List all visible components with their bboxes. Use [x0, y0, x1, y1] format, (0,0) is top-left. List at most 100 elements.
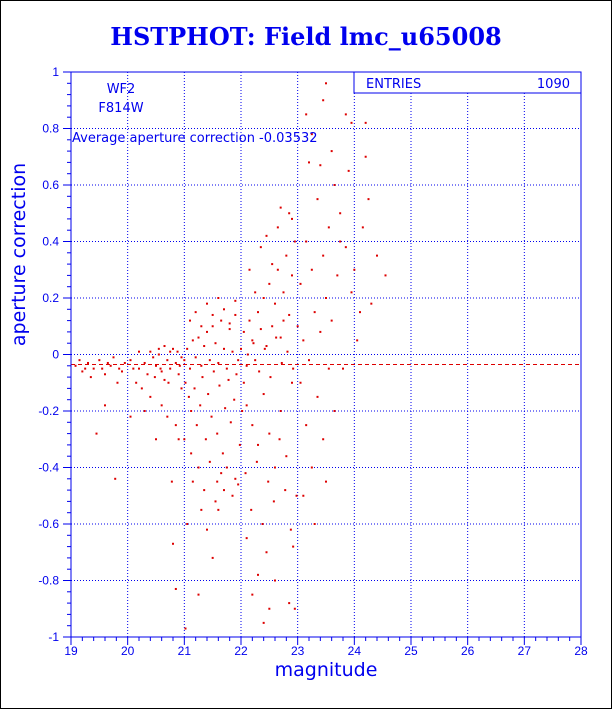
data-point — [116, 381, 119, 384]
data-point — [224, 407, 227, 410]
data-point — [258, 370, 261, 373]
data-point — [163, 378, 166, 381]
data-point — [211, 556, 214, 559]
data-point — [384, 274, 387, 277]
x-tick-label: 24 — [348, 644, 362, 658]
data-point — [271, 325, 274, 328]
data-point — [217, 361, 220, 364]
data-point — [292, 367, 295, 370]
data-point — [327, 226, 330, 229]
data-point — [233, 398, 236, 401]
data-point — [274, 302, 276, 305]
data-point — [189, 367, 191, 370]
data-point — [211, 325, 214, 328]
data-point — [228, 322, 231, 325]
data-point — [268, 607, 271, 610]
data-point — [257, 443, 259, 446]
data-point — [206, 302, 208, 305]
data-point — [217, 508, 220, 511]
data-point — [227, 378, 230, 381]
data-point — [262, 621, 265, 624]
data-point — [138, 367, 140, 370]
data-point — [229, 421, 232, 424]
data-point — [305, 240, 308, 243]
x-tick-label: 23 — [291, 644, 305, 658]
data-point — [310, 466, 313, 469]
data-point — [313, 523, 316, 525]
data-point — [197, 593, 200, 596]
x-tick-label: 21 — [178, 644, 192, 658]
data-point — [172, 542, 174, 545]
data-point — [172, 347, 174, 350]
data-point — [221, 452, 224, 455]
data-point — [118, 367, 121, 370]
data-point — [316, 198, 319, 201]
x-tick-label: 26 — [461, 644, 475, 658]
data-point — [251, 339, 254, 342]
data-point — [325, 480, 327, 483]
data-point — [207, 393, 210, 396]
y-tick-label: 0 — [52, 348, 59, 362]
data-point — [101, 367, 104, 370]
y-tick-label: 0.2 — [42, 291, 59, 305]
data-point — [322, 254, 325, 257]
data-point — [245, 404, 248, 407]
data-point — [186, 523, 189, 525]
x-tick-label: 28 — [574, 644, 588, 658]
data-point — [245, 537, 248, 540]
data-point — [241, 410, 244, 412]
data-point — [201, 376, 204, 379]
data-point — [169, 367, 172, 370]
data-point — [231, 350, 234, 353]
y-tick-label: -1 — [48, 630, 59, 644]
data-point — [279, 206, 282, 209]
data-point — [286, 350, 289, 353]
data-point — [228, 328, 231, 331]
data-point — [339, 240, 342, 243]
data-point — [84, 367, 87, 370]
data-point — [225, 466, 228, 469]
data-point — [367, 198, 370, 201]
data-point — [248, 268, 251, 271]
data-point — [289, 528, 292, 531]
data-point — [310, 133, 313, 136]
data-point — [336, 274, 339, 277]
data-point — [244, 472, 247, 475]
data-point — [204, 438, 207, 441]
data-point — [160, 404, 163, 407]
data-point — [234, 299, 237, 302]
data-point — [285, 455, 288, 458]
data-point — [223, 489, 225, 492]
data-point — [245, 364, 248, 367]
data-point — [319, 164, 322, 167]
data-point — [299, 282, 302, 285]
x-tick-label: 22 — [234, 644, 248, 658]
data-point — [265, 345, 268, 348]
data-point — [330, 319, 333, 322]
data-point — [176, 350, 179, 353]
data-point — [190, 452, 193, 455]
data-point — [214, 500, 217, 503]
data-point — [92, 367, 95, 370]
data-point — [129, 415, 132, 418]
data-point — [155, 364, 157, 367]
data-point — [279, 336, 282, 339]
data-point — [353, 268, 356, 271]
data-point — [376, 254, 378, 257]
data-point — [288, 602, 291, 605]
data-point — [259, 328, 262, 331]
data-point — [313, 311, 316, 314]
data-point — [180, 356, 183, 359]
data-point — [299, 381, 302, 384]
y-tick-label: 1 — [52, 65, 59, 79]
data-point — [211, 313, 214, 316]
y-tick-label: -0.6 — [38, 517, 59, 531]
data-point — [342, 367, 344, 370]
data-point — [214, 342, 217, 345]
data-point — [275, 336, 278, 339]
data-point — [254, 359, 257, 362]
data-point — [200, 364, 203, 367]
data-point — [149, 395, 152, 398]
data-point — [240, 347, 242, 350]
